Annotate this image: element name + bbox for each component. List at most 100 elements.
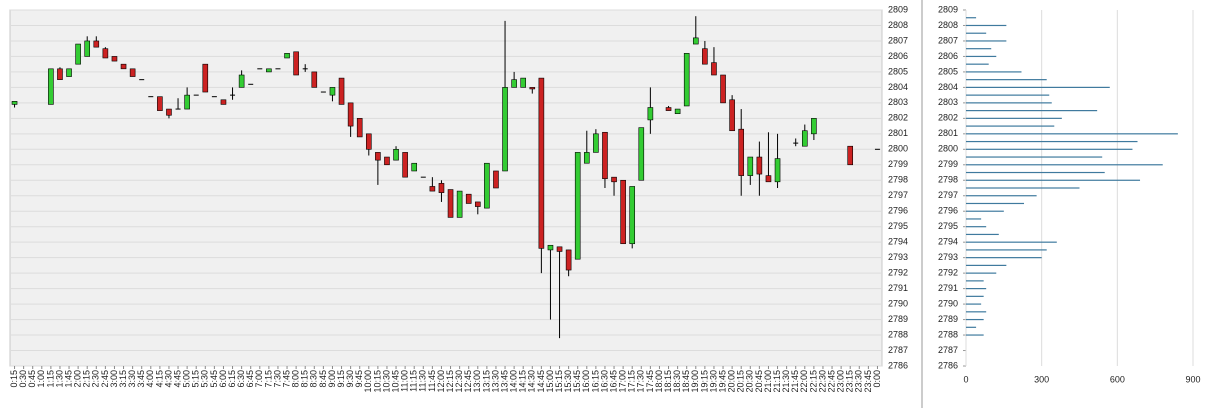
x-tick-label: 5:00 xyxy=(182,370,192,388)
y-tick-label: 2795 xyxy=(888,221,908,231)
x-tick-label: 15:00 xyxy=(545,370,555,393)
candle-body xyxy=(211,96,217,98)
x-tick-label: 1:45 xyxy=(63,370,73,388)
y-tick-label: 2793 xyxy=(938,252,958,262)
y-tick-label: 2789 xyxy=(938,314,958,324)
candle-body xyxy=(84,40,91,57)
volume-bar xyxy=(966,117,1062,119)
x-tick-label: 8:30 xyxy=(309,370,319,388)
y-tick-label: 2804 xyxy=(938,82,958,92)
x-tick-label: 2:30 xyxy=(91,370,101,388)
candle-body xyxy=(202,63,209,93)
x-tick-label: 23:15 xyxy=(845,370,855,393)
x-tick-label: 13:00 xyxy=(472,370,482,393)
volume-bar xyxy=(966,326,977,328)
candle-body xyxy=(711,62,717,76)
y-tick-label: 2798 xyxy=(938,175,958,185)
volume-bar xyxy=(966,226,987,228)
y-tick-label: 2786 xyxy=(938,360,958,370)
candle-body xyxy=(493,170,499,189)
volume-bar xyxy=(966,311,987,313)
x-tick-label: 18:30 xyxy=(672,370,682,393)
x-tick-label: 0:45 xyxy=(27,370,37,388)
candle-body xyxy=(547,244,554,251)
candle-body xyxy=(193,94,199,96)
x-tick-label: 0:15 xyxy=(9,370,19,388)
volume-bar xyxy=(966,318,984,321)
x-tick-label: 18:00 xyxy=(654,370,664,393)
candle-body xyxy=(438,183,445,193)
volume-bar xyxy=(966,133,1178,135)
x-tick-label: 1:30 xyxy=(54,370,64,388)
candle-body xyxy=(611,176,617,183)
x-tick-label: 10:30 xyxy=(381,370,391,393)
x-tick-label: 22:30 xyxy=(817,370,827,393)
x-tick-label: 23:30 xyxy=(854,370,864,393)
x-tick-label: 4:45 xyxy=(172,370,182,388)
candle-body xyxy=(692,37,699,45)
candle-body xyxy=(120,63,127,70)
y-tick-label: 2803 xyxy=(938,97,958,107)
x-tick-label: 13:45 xyxy=(499,370,509,393)
volume-bar xyxy=(966,32,987,34)
x-tick-label: 0 xyxy=(963,374,968,384)
x-tick-label: 4:30 xyxy=(163,370,173,388)
x-tick-label: 6:30 xyxy=(236,370,246,388)
x-tick-label: 10:15 xyxy=(372,370,382,393)
x-tick-label: 21:00 xyxy=(763,370,773,393)
volume-bar xyxy=(966,48,992,50)
candle-body xyxy=(111,56,118,62)
candle-body xyxy=(129,68,136,77)
x-tick-label: 21:45 xyxy=(790,370,800,393)
x-tick-label: 17:30 xyxy=(636,370,646,393)
volume-bar xyxy=(966,195,1037,197)
candle-body xyxy=(556,246,563,252)
candle-body xyxy=(674,108,681,115)
x-tick-label: 9:45 xyxy=(354,370,364,388)
candle-body xyxy=(602,131,608,180)
x-tick-label: 9:00 xyxy=(327,370,337,388)
volume-bar xyxy=(966,233,999,236)
candle-body xyxy=(157,96,163,111)
candle-body xyxy=(148,96,154,98)
volume-bar xyxy=(966,148,1133,150)
x-tick-label: 3:15 xyxy=(118,370,128,388)
x-tick-label: 17:00 xyxy=(618,370,628,393)
y-tick-label: 2787 xyxy=(888,345,908,355)
x-tick-label: 11:45 xyxy=(427,370,437,392)
x-tick-label: 23:45 xyxy=(863,370,873,393)
volume-bar xyxy=(966,40,1007,42)
volume-bar xyxy=(966,280,984,282)
candle-body xyxy=(402,152,408,178)
candle-body xyxy=(638,127,645,181)
candle-body xyxy=(338,77,345,105)
y-tick-label: 2799 xyxy=(888,159,908,169)
candle-body xyxy=(365,133,372,150)
candle-body xyxy=(447,189,454,218)
volume-bar xyxy=(966,164,1163,166)
volume-bar xyxy=(966,94,1050,96)
candle-body xyxy=(474,201,481,207)
x-tick-label: 1:00 xyxy=(36,370,46,388)
candle-body xyxy=(93,40,100,48)
x-tick-label: 5:30 xyxy=(200,370,210,388)
volume-bar xyxy=(966,125,1055,127)
y-tick-label: 2801 xyxy=(888,128,908,138)
candle-body xyxy=(874,148,880,150)
candle-body xyxy=(266,68,272,73)
candle-body xyxy=(756,156,763,175)
x-tick-label: 17:45 xyxy=(645,370,655,393)
x-tick-label: 15:15 xyxy=(554,370,564,393)
volume-bar xyxy=(966,202,1025,205)
volume-bar xyxy=(966,210,1004,212)
x-tick-label: 18:15 xyxy=(663,370,673,393)
y-tick-label: 2807 xyxy=(938,35,958,45)
y-tick-label: 2808 xyxy=(938,20,958,30)
volume-bar xyxy=(966,156,1103,158)
y-tick-label: 2806 xyxy=(938,51,958,61)
candle-body xyxy=(529,87,536,90)
candle-body xyxy=(429,186,436,192)
x-tick-label: 6:45 xyxy=(245,370,255,388)
x-tick-label: 12:45 xyxy=(463,370,473,393)
